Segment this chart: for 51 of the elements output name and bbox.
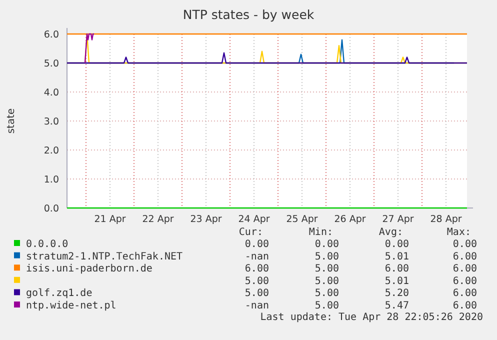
text: 6.00 <box>384 264 409 275</box>
y-tick-label: 4.0 <box>44 88 59 98</box>
text: 5.00 <box>314 251 339 262</box>
text: 5.00 <box>244 288 269 300</box>
text: -nan <box>244 251 269 262</box>
x-tick-label: 24 Apr <box>238 214 270 225</box>
text: Max: <box>446 227 471 238</box>
y-tick-label: 0.0 <box>44 204 59 214</box>
text: Avg: <box>378 227 403 238</box>
text: 6.00 <box>452 288 477 300</box>
legend-label: 0.0.0.0 <box>26 239 68 250</box>
text: 6.00 <box>244 264 269 275</box>
text: 0.00 <box>384 239 409 250</box>
text: 5.00 <box>244 276 269 287</box>
text: -nan <box>244 300 269 312</box>
text: 6.00 <box>452 251 477 262</box>
text: 6.00 <box>452 300 477 312</box>
x-tick-label: 23 Apr <box>190 214 222 225</box>
y-axis-title: state <box>6 108 17 134</box>
text: 0.00 <box>314 239 339 250</box>
text: 5.01 <box>384 251 409 262</box>
text: 6.00 <box>452 264 477 275</box>
legend-label: isis.uni-paderborn.de <box>26 264 152 275</box>
y-tick-label: 6.0 <box>44 30 59 40</box>
text: 0.00 <box>244 239 269 250</box>
text: Last update: Tue Apr 28 22:05:26 2020 <box>260 312 483 323</box>
text: 5.00 <box>314 264 339 275</box>
text: 0.00 <box>452 239 477 250</box>
x-tick-label: 25 Apr <box>286 214 318 225</box>
text: Cur: <box>238 227 263 238</box>
text: Min: <box>308 227 333 238</box>
y-tick-label: 1.0 <box>44 174 59 186</box>
legend-label: golf.zq1.de <box>26 288 92 300</box>
text: 6.00 <box>452 276 477 287</box>
y-tick-label: 5.0 <box>44 58 59 70</box>
text: 5.20 <box>384 288 409 300</box>
y-tick-label: 2.0 <box>44 146 59 156</box>
legend-label: stratum2-1.NTP.TechFak.NET <box>26 251 183 262</box>
text: 5.01 <box>384 276 409 287</box>
x-tick-label: 27 Apr <box>382 214 414 225</box>
legend-label: ntp.wide-net.pl <box>26 300 116 312</box>
chart-title: NTP states - by week <box>182 7 315 22</box>
text: 5.00 <box>314 300 339 312</box>
text: 5.00 <box>314 288 339 300</box>
x-tick-label: 21 Apr <box>94 214 126 225</box>
x-tick-label: 28 Apr <box>430 214 462 225</box>
x-tick-label: 22 Apr <box>142 214 174 225</box>
text: 5.00 <box>314 276 339 287</box>
y-tick-label: 3.0 <box>44 116 59 128</box>
x-tick-label: 26 Apr <box>334 214 366 225</box>
text: 5.47 <box>384 300 409 312</box>
